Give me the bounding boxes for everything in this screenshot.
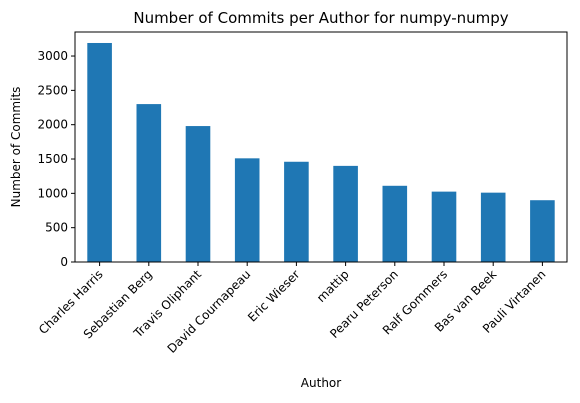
bar [87, 42, 112, 262]
y-tick-label: 500 [45, 221, 68, 235]
y-tick-label: 2500 [37, 83, 68, 97]
bar [431, 191, 457, 262]
x-axis-label: Author [301, 376, 341, 390]
x-tick-label: Eric Wieser [245, 267, 302, 324]
bar [333, 165, 358, 262]
y-axis-ticks: 0 500 1000 1500 2000 2500 3000 [37, 49, 75, 269]
plot-frame [74, 31, 568, 263]
bars-group [87, 42, 555, 263]
bar [185, 126, 211, 263]
chart-title: Number of Commits per Author for numpy-n… [133, 9, 508, 27]
y-tick-label: 2000 [37, 118, 68, 132]
x-tick-label: David Cournapeau [165, 267, 254, 356]
bar [284, 161, 309, 262]
x-tick-label: mattip [314, 267, 352, 305]
y-tick-label: 1000 [37, 186, 68, 200]
bar [530, 200, 555, 262]
bar [136, 104, 162, 262]
y-axis-label: Number of Commits [9, 87, 23, 208]
y-tick-label: 3000 [37, 49, 68, 63]
bar [234, 158, 260, 262]
y-tick-label: 1500 [37, 152, 68, 166]
bar [480, 192, 506, 262]
y-tick-label: 0 [60, 255, 68, 269]
bar [382, 185, 408, 262]
